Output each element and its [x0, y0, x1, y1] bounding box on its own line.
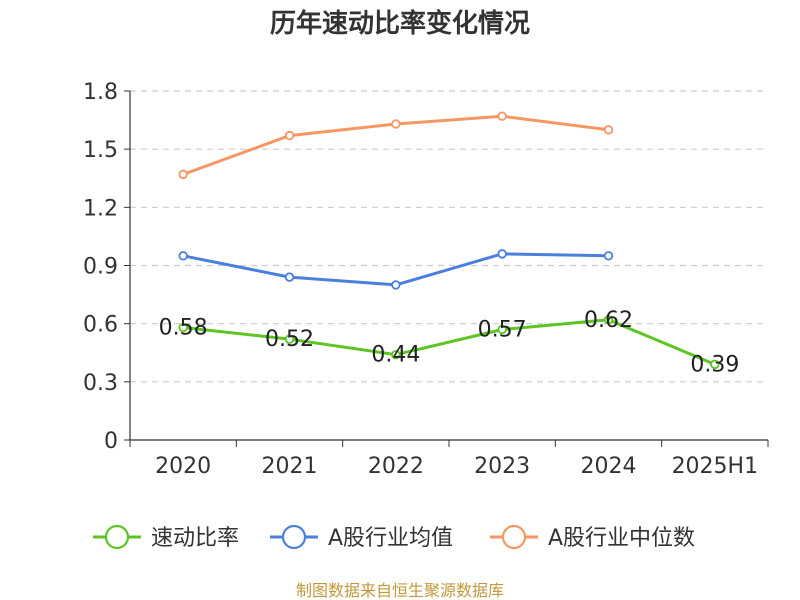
y-tick-label: 1.5 — [83, 138, 118, 163]
data-point — [391, 280, 401, 290]
y-tick-label: 0.6 — [83, 313, 118, 338]
grid-lines — [130, 90, 768, 383]
data-point — [603, 251, 614, 261]
data-label: 0.44 — [371, 343, 420, 368]
data-point — [497, 324, 507, 335]
source-note: 制图数据来自恒生聚源数据库 — [296, 581, 504, 600]
x-tick-label: 2025H1 — [672, 454, 759, 479]
data-label: 0.39 — [690, 352, 739, 377]
axes: 0 0.3 0.6 0.9 1.2 1.5 1.8 2020 2021 2022 2023 2024 2… — [83, 80, 769, 479]
data-label: 0.57 — [478, 317, 527, 342]
data-point — [391, 119, 401, 129]
data-point — [178, 251, 188, 261]
x-tick-label: 2022 — [368, 454, 424, 479]
series-2 — [178, 111, 614, 180]
legend-label: A股行业均值 — [328, 526, 453, 551]
x-tick-label: 2021 — [262, 454, 318, 479]
data-point — [284, 272, 295, 282]
y-tick-label: 0.9 — [83, 255, 118, 280]
data-label: 0.58 — [159, 316, 208, 341]
data-point — [178, 322, 188, 333]
legend-item-0[interactable]: 速动比率 — [93, 524, 239, 551]
series-0 — [178, 315, 720, 370]
data-labels: 0.58 0.52 0.44 0.57 0.62 0.39 — [159, 308, 740, 378]
data-point — [603, 125, 614, 135]
x-tick-label: 2020 — [155, 454, 211, 479]
legend[interactable]: 速动比率 A股行业均值 A股行业中位数 — [93, 524, 695, 551]
legend-item-1[interactable]: A股行业均值 — [270, 524, 453, 551]
data-point — [284, 130, 295, 141]
series-layer — [178, 111, 720, 370]
y-tick-label: 0.3 — [83, 371, 118, 396]
chart-title: 历年速动比率变化情况 — [270, 8, 530, 39]
data-label: 0.52 — [265, 327, 314, 352]
data-point — [497, 249, 507, 259]
x-tick-label: 2023 — [474, 454, 530, 479]
series-line — [183, 318, 716, 366]
y-tick-label: 0 — [104, 429, 118, 454]
legend-marker — [501, 524, 527, 550]
data-label: 0.62 — [584, 308, 633, 333]
legend-marker — [281, 524, 307, 550]
legend-item-2[interactable]: A股行业中位数 — [490, 524, 695, 551]
data-point — [391, 349, 401, 360]
data-point — [284, 334, 295, 344]
data-point — [178, 169, 188, 180]
data-point — [603, 315, 614, 325]
legend-label: A股行业中位数 — [548, 526, 695, 551]
y-tick-label: 1.2 — [83, 196, 118, 221]
series-1 — [178, 249, 614, 290]
legend-label: 速动比率 — [151, 526, 239, 551]
x-tick-label: 2024 — [581, 454, 637, 479]
y-tick-label: 1.8 — [83, 80, 118, 105]
legend-marker — [104, 524, 130, 550]
data-point — [710, 359, 720, 370]
data-point — [497, 111, 507, 121]
